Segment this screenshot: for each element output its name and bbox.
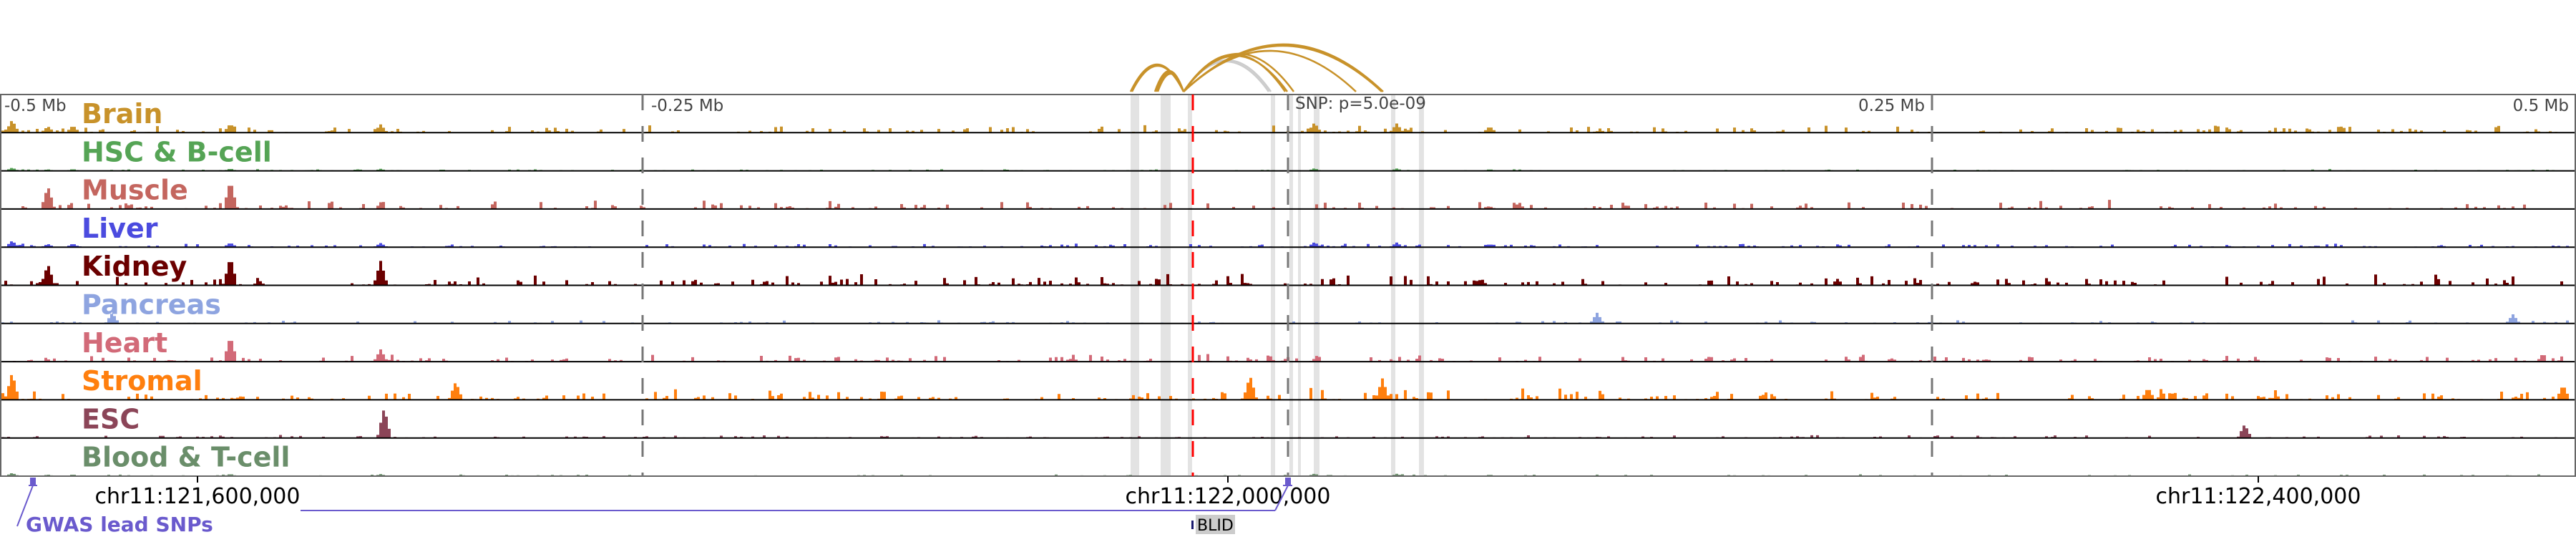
track-label: ESC [82, 403, 140, 435]
gwas-track: GWAS lead SNPs [16, 478, 1292, 536]
signal-peaks [4, 261, 2563, 286]
gwas-snp-marker[interactable] [1285, 478, 1291, 485]
signal-track-3 [0, 241, 2576, 248]
loop-arcs [1129, 43, 1384, 92]
axis-tick-neg-0.25mb: -0.25 Mb [651, 97, 723, 115]
track-label: HSC & B-cell [82, 136, 272, 168]
signal-peaks [1, 374, 2569, 400]
gene-blid[interactable]: BLID [1191, 515, 1235, 535]
track-label: Muscle [82, 175, 188, 206]
track-label: Blood & T-cell [82, 442, 290, 473]
loop-arc [1131, 64, 1185, 92]
signal-track-2 [0, 185, 2576, 210]
track-label: Heart [82, 327, 167, 359]
gwas-snp-marker[interactable] [30, 478, 36, 485]
track-label: Kidney [82, 251, 187, 282]
track-label: Stromal [82, 365, 203, 397]
signal-peaks [1, 312, 2569, 324]
snp-pvalue-label: SNP: p=5.0e-09 [1295, 95, 1426, 113]
loop-arc [1182, 52, 1295, 92]
axis-tick-neg-0.5mb: -0.5 Mb [4, 97, 67, 115]
signal-peaks [1, 410, 2566, 438]
track-label: Pancreas [82, 289, 221, 321]
signal-peaks [1, 473, 2555, 476]
signal-peaks [1, 121, 2569, 133]
gene-label: BLID [1197, 517, 1234, 535]
track-label: Liver [82, 213, 158, 244]
axis-dashed-lines [641, 95, 1933, 476]
loop-arc [1156, 72, 1185, 92]
axis-tick-0.5mb: 0.5 Mb [2513, 97, 2569, 115]
coord-label-121600000: chr11:121,600,000 [95, 484, 301, 509]
loop-arc [1183, 44, 1382, 92]
coord-label-122400000: chr11:122,400,000 [2156, 484, 2361, 509]
coord-label-122000000: chr11:122,000,000 [1126, 484, 1331, 509]
signal-peaks [7, 185, 2526, 209]
track-labels: Brain HSC & B-cell Muscle Liver Kidney Pancre… [82, 98, 290, 473]
signal-peaks [4, 241, 2569, 248]
signal-track-7 [0, 374, 2576, 401]
gwas-track-label: GWAS lead SNPs [26, 513, 213, 536]
axis-tick-0.25mb: 0.25 Mb [1858, 97, 1925, 115]
track-label: Brain [82, 98, 162, 130]
signal-track-8 [0, 410, 2576, 439]
